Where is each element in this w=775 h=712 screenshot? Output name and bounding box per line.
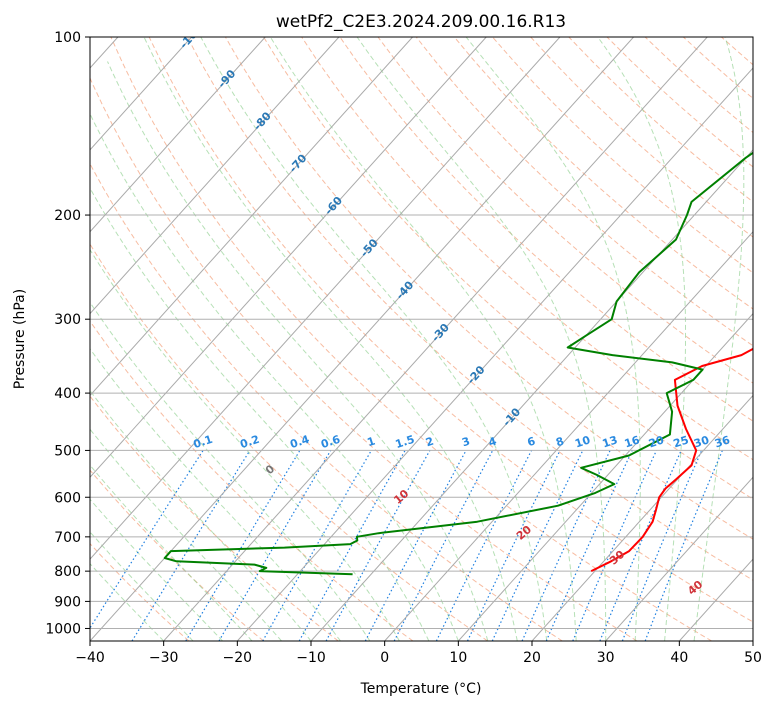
y-tick-label: 100 bbox=[54, 30, 81, 46]
y-tick-label: 700 bbox=[54, 530, 81, 546]
x-tick-label: 40 bbox=[670, 650, 688, 666]
y-axis-label: Pressure (hPa) bbox=[12, 289, 28, 389]
y-tick-label: 300 bbox=[54, 312, 81, 328]
y-tick-label: 200 bbox=[54, 208, 81, 224]
x-tick-label: −10 bbox=[296, 650, 326, 666]
x-tick-label: 50 bbox=[744, 650, 762, 666]
plot-area: -100-90-80-70-60-50-40-30-20-10010203040… bbox=[0, 22, 775, 641]
y-tick-label: 900 bbox=[54, 594, 81, 610]
x-tick-label: −40 bbox=[75, 650, 105, 666]
x-tick-label: 0 bbox=[380, 650, 389, 666]
x-tick-label: −20 bbox=[223, 650, 253, 666]
x-tick-label: 20 bbox=[523, 650, 541, 666]
y-tick-label: 600 bbox=[54, 490, 81, 506]
x-axis-label: Temperature (°C) bbox=[360, 681, 482, 697]
y-tick-label: 500 bbox=[54, 443, 81, 459]
y-tick-label: 400 bbox=[54, 386, 81, 402]
x-tick-label: −30 bbox=[149, 650, 179, 666]
isotherm-line bbox=[753, 37, 775, 641]
y-tick-label: 1000 bbox=[45, 621, 81, 637]
x-tick-label: 10 bbox=[449, 650, 467, 666]
dry-adiabat-line bbox=[760, 37, 775, 641]
x-tick-label: 30 bbox=[597, 650, 615, 666]
x-axis-ticks: −40 −30 −20 −10 0 10 20 30 40 50 bbox=[75, 641, 762, 666]
y-axis-ticks: 100 200 300 400 500 600 700 800 900 1000 bbox=[45, 30, 90, 637]
y-tick-label: 800 bbox=[54, 564, 81, 580]
chart-title: wetPf2_C2E3.2024.209.00.16.R13 bbox=[276, 12, 566, 32]
